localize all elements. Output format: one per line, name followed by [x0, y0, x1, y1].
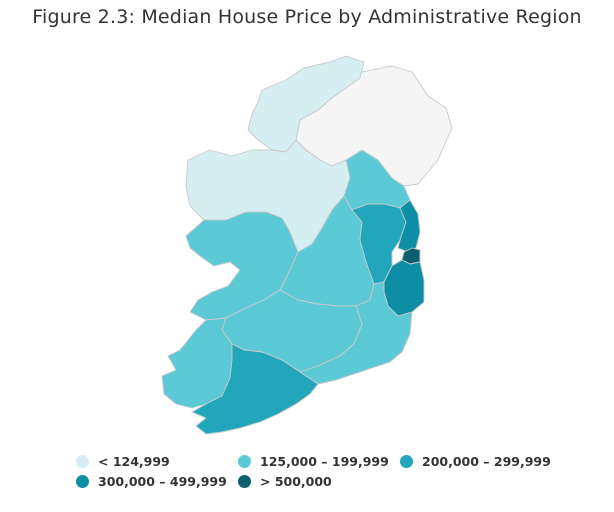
region-south-east[interactable]	[299, 281, 413, 385]
ireland-choropleth-map	[161, 55, 453, 435]
legend-swatch-band2	[238, 455, 251, 468]
legend-item-band2: 125,000 – 199,999	[238, 454, 389, 469]
region-kildare-meath-south[interactable]	[351, 203, 407, 285]
legend-label-band4: 300,000 – 499,999	[98, 474, 227, 489]
legend-label-band3: 200,000 – 299,999	[422, 454, 551, 469]
legend-item-band5: > 500,000	[238, 474, 332, 489]
legend-swatch-band3	[400, 455, 413, 468]
legend-label-band1: < 124,999	[98, 454, 170, 469]
map-title: Figure 2.3: Median House Price by Admini…	[32, 6, 582, 28]
legend-item-band4: 300,000 – 499,999	[76, 474, 227, 489]
region-cork[interactable]	[191, 343, 319, 435]
region-donegal[interactable]	[247, 55, 365, 153]
legend-swatch-band1	[76, 455, 89, 468]
legend-swatch-band4	[76, 475, 89, 488]
legend-item-band3: 200,000 – 299,999	[400, 454, 551, 469]
region-kerry[interactable]	[161, 317, 233, 409]
legend-label-band2: 125,000 – 199,999	[260, 454, 389, 469]
legend-item-band1: < 124,999	[76, 454, 170, 469]
legend-swatch-band5	[238, 475, 251, 488]
legend-label-band5: > 500,000	[260, 474, 332, 489]
